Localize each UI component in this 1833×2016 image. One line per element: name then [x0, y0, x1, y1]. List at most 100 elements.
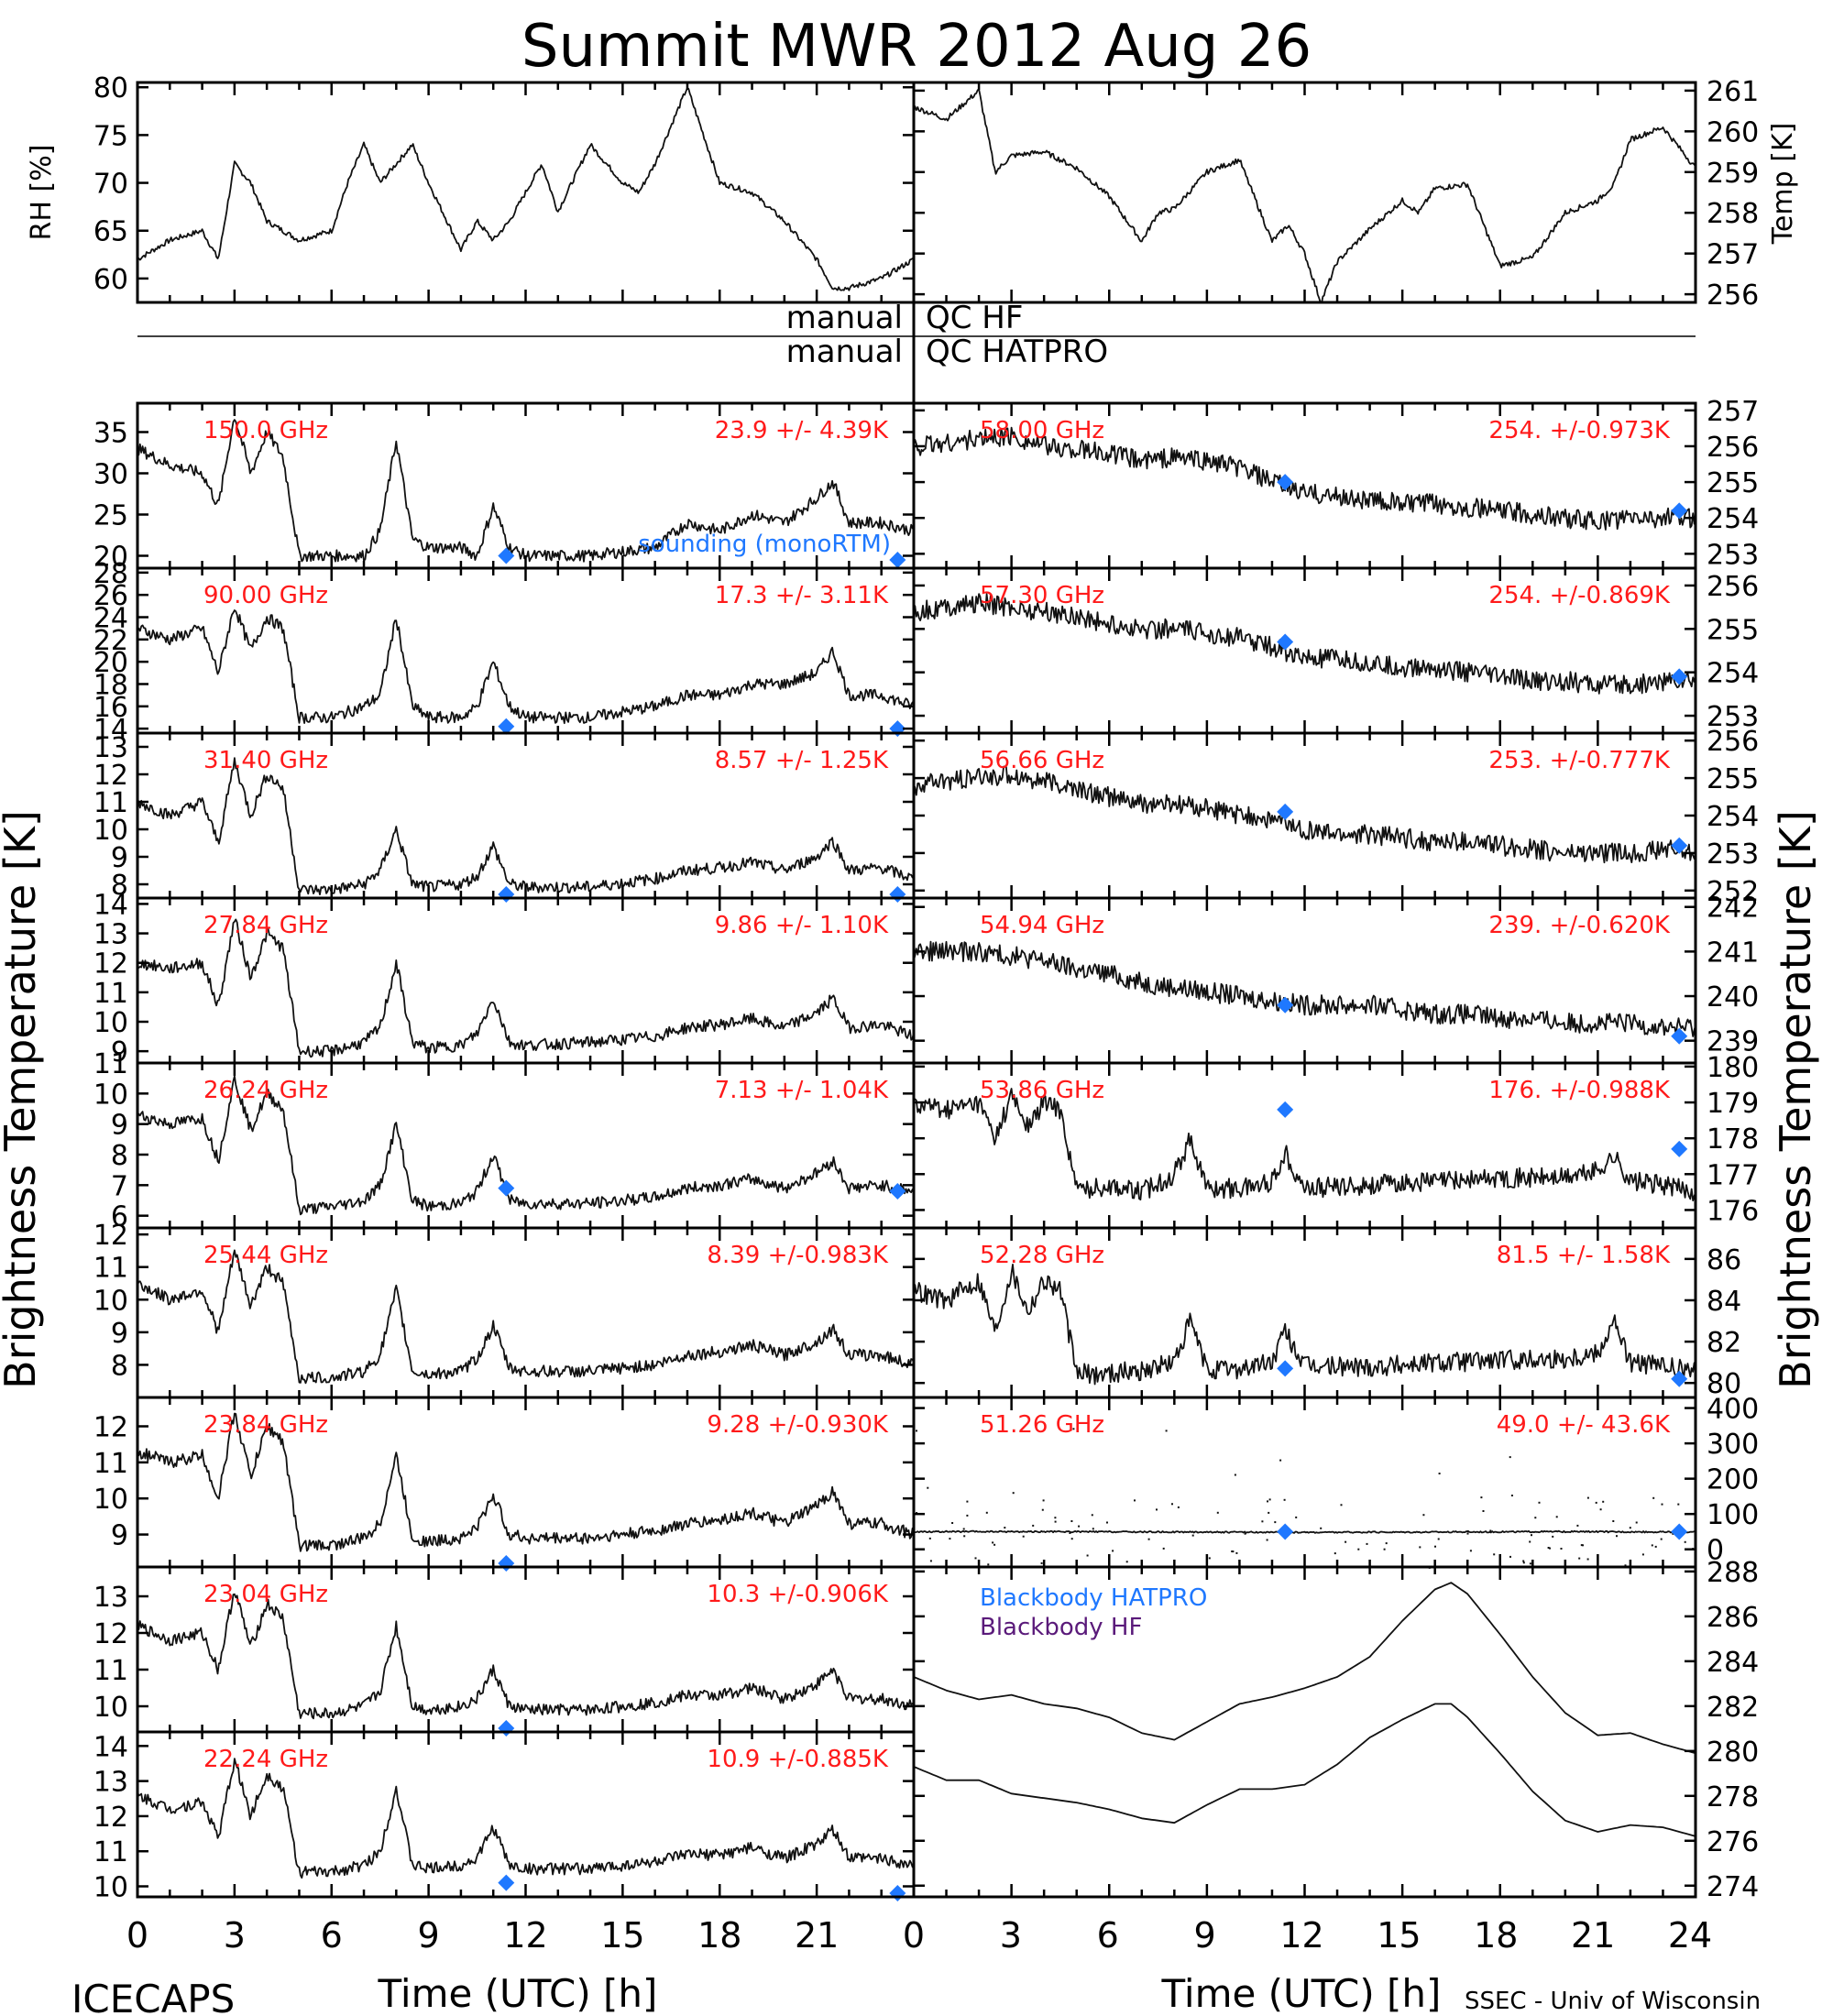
scatter-point [1624, 1564, 1627, 1567]
scatter-point [1529, 1562, 1531, 1565]
hf-23-0-series-line [137, 1593, 914, 1720]
scatter-point [928, 1537, 931, 1539]
scatter-point [1112, 1550, 1114, 1552]
stat-label: 10.3 +/-0.906K [707, 1581, 889, 1608]
temp-axis-label: Temp [K] [1767, 123, 1799, 246]
y-tick-label: 28 [93, 558, 128, 590]
y-tick-label: 239 [1707, 1026, 1759, 1058]
scatter-point [1357, 1548, 1360, 1550]
y-tick-label: 22 [93, 625, 128, 657]
y-tick-label: 284 [1707, 1647, 1759, 1679]
stat-label: 254. +/-0.973K [1488, 417, 1671, 444]
hatpro-53-series-line [914, 1088, 1696, 1201]
hf-90-series-line [137, 609, 914, 725]
y-tick-label: 280 [1707, 1737, 1759, 1769]
y-tick-label: 75 [93, 120, 128, 152]
sounding-marker [1277, 1523, 1294, 1540]
scatter-point [1004, 1527, 1006, 1529]
y-tick-label: 10 [93, 1079, 128, 1111]
sounding-marker [498, 547, 515, 564]
y-tick-label: 10 [93, 1484, 128, 1516]
y-tick-label: 259 [1707, 158, 1759, 190]
scatter-point [1582, 1544, 1584, 1547]
blackbody-hatpro-series-line [914, 1582, 1696, 1755]
y-tick-label: 255 [1707, 763, 1759, 795]
y-tick-label: 256 [1707, 726, 1759, 758]
x-tick-label: 24 [1668, 1915, 1712, 1956]
scatter-point [1041, 1508, 1044, 1511]
scatter-point [1191, 1534, 1194, 1537]
scatter-point [1510, 1495, 1513, 1496]
frequency-label: 25.44 GHz [203, 1242, 328, 1269]
y-tick-label: 254 [1707, 801, 1759, 833]
hf-22-series-line [137, 1758, 914, 1879]
scatter-point [1531, 1534, 1532, 1537]
y-tick-label: 12 [93, 948, 128, 981]
frequency-label: 51.26 GHz [980, 1411, 1104, 1439]
scatter-point [1538, 1501, 1541, 1504]
scatter-point [1268, 1498, 1271, 1501]
x-tick-label: 9 [418, 1915, 440, 1956]
x-tick-label: 3 [1000, 1915, 1022, 1956]
scatter-point [1385, 1542, 1388, 1545]
scatter-point [1552, 1535, 1554, 1538]
frequency-label: 56.66 GHz [980, 747, 1104, 774]
scatter-point [1489, 1529, 1492, 1532]
sounding-marker [498, 1179, 515, 1197]
scatter-point [1602, 1500, 1605, 1503]
scatter-point [1106, 1521, 1108, 1524]
y-tick-label: 179 [1707, 1088, 1759, 1120]
y-tick-label: 255 [1707, 467, 1759, 499]
y-tick-label: 12 [93, 760, 128, 792]
y-tick-label: 82 [1707, 1327, 1741, 1359]
x-axis-label-left: Time (UTC) [h] [378, 1971, 658, 2016]
y-tick-label: 11 [93, 1448, 128, 1480]
y-tick-label: 274 [1707, 1871, 1759, 1903]
scatter-point [1466, 1530, 1469, 1532]
y-tick-label: 10 [93, 1872, 128, 1904]
x-tick-label: 3 [224, 1915, 246, 1956]
y-tick-label: 258 [1707, 198, 1759, 230]
scatter-point [1586, 1558, 1589, 1561]
scatter-point [1054, 1517, 1057, 1519]
scatter-point [1438, 1473, 1441, 1474]
scatter-point [1547, 1547, 1550, 1549]
hf-26-series-line [137, 1075, 914, 1216]
hf-27-series-line [137, 918, 914, 1058]
y-tick-label: 288 [1707, 1557, 1759, 1589]
frequency-label: 53.86 GHz [980, 1077, 1104, 1104]
scatter-point [1529, 1540, 1531, 1543]
scatter-point [1522, 1561, 1525, 1564]
x-tick-label: 0 [903, 1915, 925, 1956]
y-tick-label: 11 [93, 787, 128, 819]
temp-series-line [914, 88, 1696, 302]
scatter-point [1032, 1524, 1035, 1527]
sounding-marker [1671, 1140, 1688, 1157]
y-tick-label: 13 [93, 919, 128, 951]
y-tick-label: 7 [111, 1170, 128, 1202]
y-tick-label: 9 [111, 1110, 128, 1142]
y-tick-label: 9 [111, 842, 128, 874]
y-tick-label: 30 [93, 459, 128, 491]
scatter-point [1334, 1552, 1336, 1555]
sounding-marker [1671, 837, 1688, 854]
scatter-point [1232, 1550, 1235, 1553]
panel-hf-150: 20 25 30 35 150.0 GHz 23.9 +/- 4.39K sounding … [93, 401, 916, 574]
x-tick-label: 6 [1097, 1915, 1119, 1956]
scatter-point [1070, 1538, 1073, 1540]
sounding-marker [1671, 668, 1688, 685]
sounding-marker [498, 1720, 515, 1737]
y-tick-label: 86 [1707, 1244, 1741, 1276]
scatter-point [1279, 1459, 1282, 1462]
y-tick-label: 11 [93, 978, 128, 1010]
footer-ssec: SSEC - Univ of Wisconsin [1465, 1988, 1761, 2015]
scatter-point [1612, 1520, 1615, 1522]
scatter-point [1268, 1511, 1270, 1514]
